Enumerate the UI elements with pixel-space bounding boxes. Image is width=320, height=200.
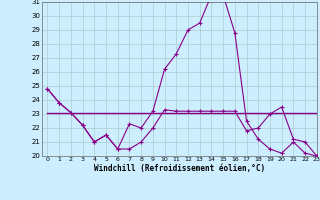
X-axis label: Windchill (Refroidissement éolien,°C): Windchill (Refroidissement éolien,°C) — [94, 164, 265, 173]
